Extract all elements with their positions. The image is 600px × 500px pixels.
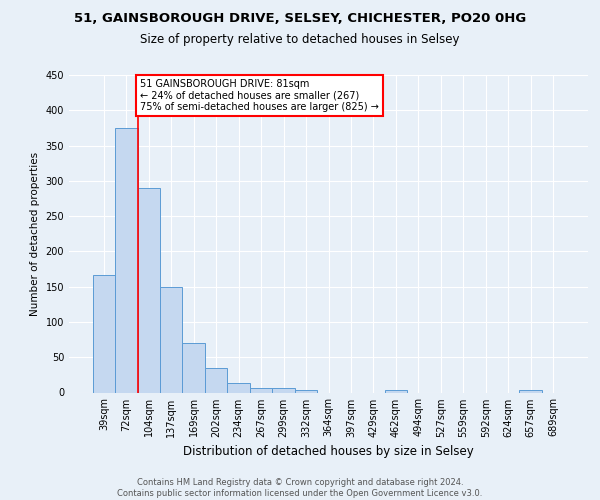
- Bar: [385, 390, 407, 392]
- Text: Contains HM Land Registry data © Crown copyright and database right 2024.
Contai: Contains HM Land Registry data © Crown c…: [118, 478, 482, 498]
- Bar: [160, 288, 182, 393]
- Bar: [115, 128, 137, 392]
- Bar: [92, 274, 115, 392]
- Bar: [205, 368, 227, 392]
- X-axis label: Distribution of detached houses by size in Selsey: Distribution of detached houses by size …: [183, 445, 474, 458]
- Bar: [182, 343, 205, 392]
- Bar: [520, 390, 542, 392]
- Bar: [137, 188, 160, 392]
- Y-axis label: Number of detached properties: Number of detached properties: [30, 152, 40, 316]
- Text: 51, GAINSBOROUGH DRIVE, SELSEY, CHICHESTER, PO20 0HG: 51, GAINSBOROUGH DRIVE, SELSEY, CHICHEST…: [74, 12, 526, 26]
- Bar: [295, 390, 317, 392]
- Bar: [272, 388, 295, 392]
- Text: Size of property relative to detached houses in Selsey: Size of property relative to detached ho…: [140, 32, 460, 46]
- Bar: [227, 382, 250, 392]
- Bar: [250, 388, 272, 392]
- Text: 51 GAINSBOROUGH DRIVE: 81sqm
← 24% of detached houses are smaller (267)
75% of s: 51 GAINSBOROUGH DRIVE: 81sqm ← 24% of de…: [140, 78, 379, 112]
